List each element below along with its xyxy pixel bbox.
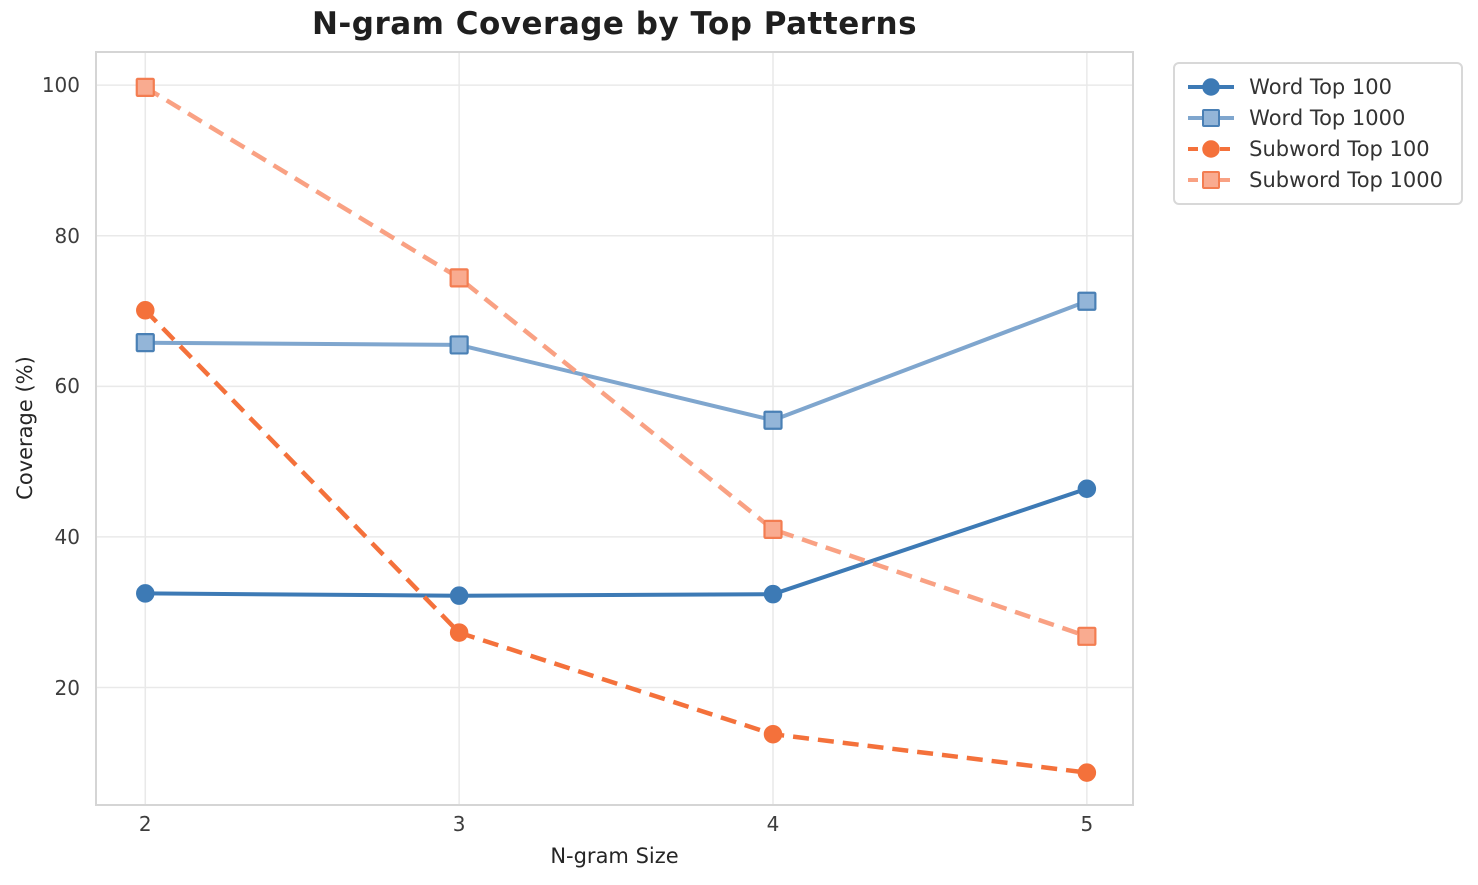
legend-marker bbox=[1202, 171, 1221, 189]
data-point-marker bbox=[136, 301, 155, 320]
data-point-marker bbox=[1077, 479, 1097, 498]
y-tick-label: 80 bbox=[54, 223, 80, 248]
data-point-marker bbox=[763, 519, 783, 540]
data-point-marker bbox=[1077, 291, 1097, 311]
data-point-marker bbox=[135, 77, 155, 97]
data-point-marker bbox=[449, 268, 469, 288]
data-point-marker bbox=[136, 584, 155, 603]
data-point-marker bbox=[449, 586, 469, 605]
legend-marker bbox=[1202, 109, 1221, 127]
chart-title: N-gram Coverage by Top Patterns bbox=[311, 6, 918, 42]
y-tick-label: 100 bbox=[41, 73, 80, 98]
x-tick-label: 2 bbox=[138, 812, 152, 836]
legend-item-subword-top-100: Subword Top 100 bbox=[1187, 136, 1443, 162]
legend-label: Word Top 100 bbox=[1249, 75, 1393, 99]
series-line-subword-top-100 bbox=[143, 308, 1088, 775]
x-tick-label: 5 bbox=[1080, 812, 1094, 836]
data-point-marker bbox=[763, 410, 783, 430]
series-line-word-top-100 bbox=[145, 486, 1088, 598]
legend-label: Subword Top 100 bbox=[1249, 137, 1430, 161]
data-point-marker bbox=[763, 584, 783, 604]
legend-label: Subword Top 1000 bbox=[1249, 168, 1443, 192]
legend-circle-marker-icon bbox=[1188, 140, 1235, 158]
legend-item-word-top-1000: Word Top 1000 bbox=[1187, 105, 1443, 131]
legend-square-marker-icon bbox=[1188, 171, 1235, 189]
y-axis-label: Coverage (%) bbox=[13, 356, 37, 500]
legend-item-word-top-100: Word Top 100 bbox=[1187, 74, 1443, 100]
data-point-marker bbox=[135, 333, 155, 353]
plot-frame bbox=[95, 51, 1134, 806]
legend-marker bbox=[1202, 78, 1220, 96]
x-axis-label: N-gram Size bbox=[550, 844, 679, 868]
data-point-marker bbox=[449, 623, 469, 642]
x-tick-label: 4 bbox=[766, 812, 780, 836]
x-tick-label: 3 bbox=[452, 812, 466, 836]
legend-marker bbox=[1202, 140, 1220, 158]
legend: Word Top 100 Word Top 1000 Subword Top 100… bbox=[1173, 62, 1463, 205]
legend-item-subword-top-1000: Subword Top 1000 bbox=[1187, 167, 1443, 193]
legend-label: Word Top 1000 bbox=[1249, 106, 1406, 130]
series-line-subword-top-1000 bbox=[144, 85, 1088, 639]
y-tick-label: 20 bbox=[54, 675, 80, 700]
y-tick-label: 40 bbox=[54, 524, 80, 549]
data-point-marker bbox=[1077, 626, 1097, 646]
y-tick-label: 60 bbox=[54, 374, 80, 399]
data-point-marker bbox=[1077, 763, 1097, 782]
data-point-marker bbox=[763, 724, 783, 744]
series-line-word-top-1000 bbox=[145, 299, 1088, 423]
legend-circle-marker-icon bbox=[1188, 78, 1235, 96]
data-point-marker bbox=[449, 335, 469, 355]
legend-square-marker-icon bbox=[1188, 109, 1235, 127]
